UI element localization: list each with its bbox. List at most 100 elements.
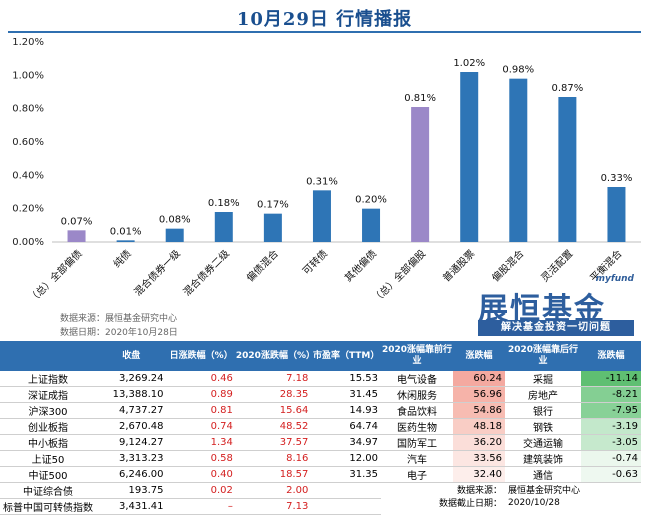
bar (263, 213, 282, 242)
data-label: 0.08% (159, 215, 191, 226)
top-industry-name: 电子 (381, 466, 453, 483)
index-name: 中证500 (0, 466, 96, 483)
bottom-industry-name: 钢铁 (505, 418, 581, 435)
top-industry-change: 36.20 (453, 434, 505, 451)
date-label: 数据截止日期： (438, 499, 502, 509)
index-close: 13,388.10 (96, 386, 167, 403)
index-close: 3,431.41 (96, 498, 167, 515)
source-label: 数据来源： (456, 486, 502, 496)
index-pe: 12.00 (311, 450, 381, 467)
index-row: 标普中国可转债指数 3,431.41–7.13 (0, 498, 381, 515)
index-ytd-change: 15.64 (235, 402, 312, 419)
index-name: 中证综合债 (0, 482, 96, 499)
header-bottom-change: 涨跌幅 (581, 341, 641, 371)
index-ytd-change: 37.57 (235, 434, 312, 451)
index-row: 沪深300 4,737.27 0.81 15.64 14.93 (0, 402, 381, 419)
top-industry-name: 休闲服务 (381, 386, 453, 403)
bar (312, 190, 331, 242)
top-industry-change: 54.86 (453, 402, 505, 419)
industry-row: 休闲服务 56.96 房地产 -8.21 (381, 386, 641, 403)
index-ytd-change: 18.57 (235, 466, 312, 483)
header-name (0, 341, 96, 371)
title-bar: 10月29日 行情播报 (8, 3, 641, 33)
index-row: 中小板指 9,124.27 1.34 37.57 34.97 (0, 434, 381, 451)
category-label: 混合债券二级 (180, 247, 232, 299)
category-label: 纯债 (110, 247, 133, 270)
y-tick-label: 0.60% (12, 137, 44, 148)
index-day-change: 0.40 (166, 466, 236, 483)
index-name: 创业板指 (0, 418, 96, 435)
index-name: 深证成指 (0, 386, 96, 403)
index-name: 标普中国可转债指数 (0, 498, 96, 515)
index-row: 中证500 6,246.00 0.40 18.57 31.35 (0, 466, 381, 483)
date-value: 2020/10/28 (508, 497, 560, 508)
category-label: 可转债 (300, 247, 330, 277)
index-day-change: 0.81 (166, 402, 236, 419)
index-day-change: 0.02 (166, 482, 236, 499)
top-industry-change: 32.40 (453, 466, 505, 483)
bar (214, 212, 233, 242)
industry-source-row: 数据来源： 展恒基金研究中心 (381, 483, 641, 496)
index-pe: 15.53 (311, 371, 381, 387)
industry-row: 电子 32.40 通信 -0.63 (381, 466, 641, 483)
top-industry-change: 60.24 (453, 371, 505, 387)
brand-logo: myfund 展恒基金 解决基金投资一切问题 (470, 274, 640, 338)
index-row: 上证指数 3,269.24 0.46 7.18 15.53 (0, 371, 381, 387)
page-title: 10月29日 行情播报 (236, 9, 413, 30)
data-label: 0.18% (208, 198, 240, 209)
index-close: 2,670.48 (96, 418, 167, 435)
bar-chart: 0.00% 0.20% 0.40% 0.60% 0.80% 1.00% 1.20% 0.07%… (12, 37, 641, 306)
top-industry-name: 医药生物 (381, 418, 453, 435)
y-tick-label: 0.80% (12, 104, 44, 115)
industry-table-header: 2020涨幅靠前行业 涨跌幅 2020涨幅靠后行业 涨跌幅 (381, 341, 641, 371)
index-pe (311, 498, 381, 515)
top-industry-change: 56.96 (453, 386, 505, 403)
index-day-change: 0.58 (166, 450, 236, 467)
chart-date: 数据日期：2020年10月28日 (60, 328, 178, 338)
index-close: 6,246.00 (96, 466, 167, 483)
index-ytd-change: 48.52 (235, 418, 312, 435)
top-industry-name: 食品饮料 (381, 402, 453, 419)
y-tick-label: 1.00% (12, 70, 44, 81)
index-ytd-change: 7.13 (235, 498, 312, 515)
bar (460, 72, 479, 242)
category-label: 其他偏债 (342, 247, 379, 284)
industry-table: 2020涨幅靠前行业 涨跌幅 2020涨幅靠后行业 涨跌幅 电气设备 60.24 采… (381, 341, 641, 509)
index-row: 中证综合债 193.75 0.02 2.00 (0, 482, 381, 499)
index-day-change: 0.46 (166, 371, 236, 387)
y-tick-label: 1.20% (12, 37, 44, 48)
index-table-header: 收盘 日涨跌幅（%） 2020涨跌幅（%） 市盈率（TTM） (0, 341, 381, 371)
y-tick-label: 0.40% (12, 170, 44, 181)
data-label: 0.33% (601, 173, 633, 184)
index-pe: 14.93 (311, 402, 381, 419)
index-name: 上证50 (0, 450, 96, 467)
y-tick-label: 0.20% (12, 204, 44, 215)
bottom-industry-change: -11.14 (581, 371, 641, 387)
index-close: 4,737.27 (96, 402, 167, 419)
data-label: 0.31% (306, 176, 338, 187)
index-close: 9,124.27 (96, 434, 167, 451)
category-label: 偏债混合 (244, 247, 281, 284)
bottom-industry-name: 建筑装饰 (505, 450, 581, 467)
top-industry-change: 48.18 (453, 418, 505, 435)
industry-date-row: 数据截止日期： 2020/10/28 (381, 496, 641, 510)
source-value: 展恒基金研究中心 (508, 486, 581, 496)
bottom-industry-name: 通信 (505, 466, 581, 483)
index-row: 深证成指 13,388.10 0.89 28.35 31.45 (0, 386, 381, 403)
brand-tag: myfund (595, 274, 634, 284)
index-close: 3,269.24 (96, 371, 167, 387)
header-top-change: 涨跌幅 (453, 341, 505, 371)
top-industry-name: 电气设备 (381, 371, 453, 387)
brand-slogan: 解决基金投资一切问题 (478, 320, 634, 336)
index-row: 创业板指 2,670.48 0.74 48.52 64.74 (0, 418, 381, 435)
index-ytd-change: 28.35 (235, 386, 312, 403)
bottom-industry-change: -0.63 (581, 466, 641, 483)
index-pe (311, 482, 381, 499)
data-label: 0.20% (355, 195, 387, 206)
bottom-industry-name: 银行 (505, 402, 581, 419)
bar (607, 187, 626, 242)
index-close: 193.75 (96, 482, 167, 499)
data-label: 0.07% (61, 216, 93, 227)
chart-source: 数据来源：展恒基金研究中心 (60, 314, 178, 324)
category-label: （总）全部偏债 (26, 247, 85, 306)
